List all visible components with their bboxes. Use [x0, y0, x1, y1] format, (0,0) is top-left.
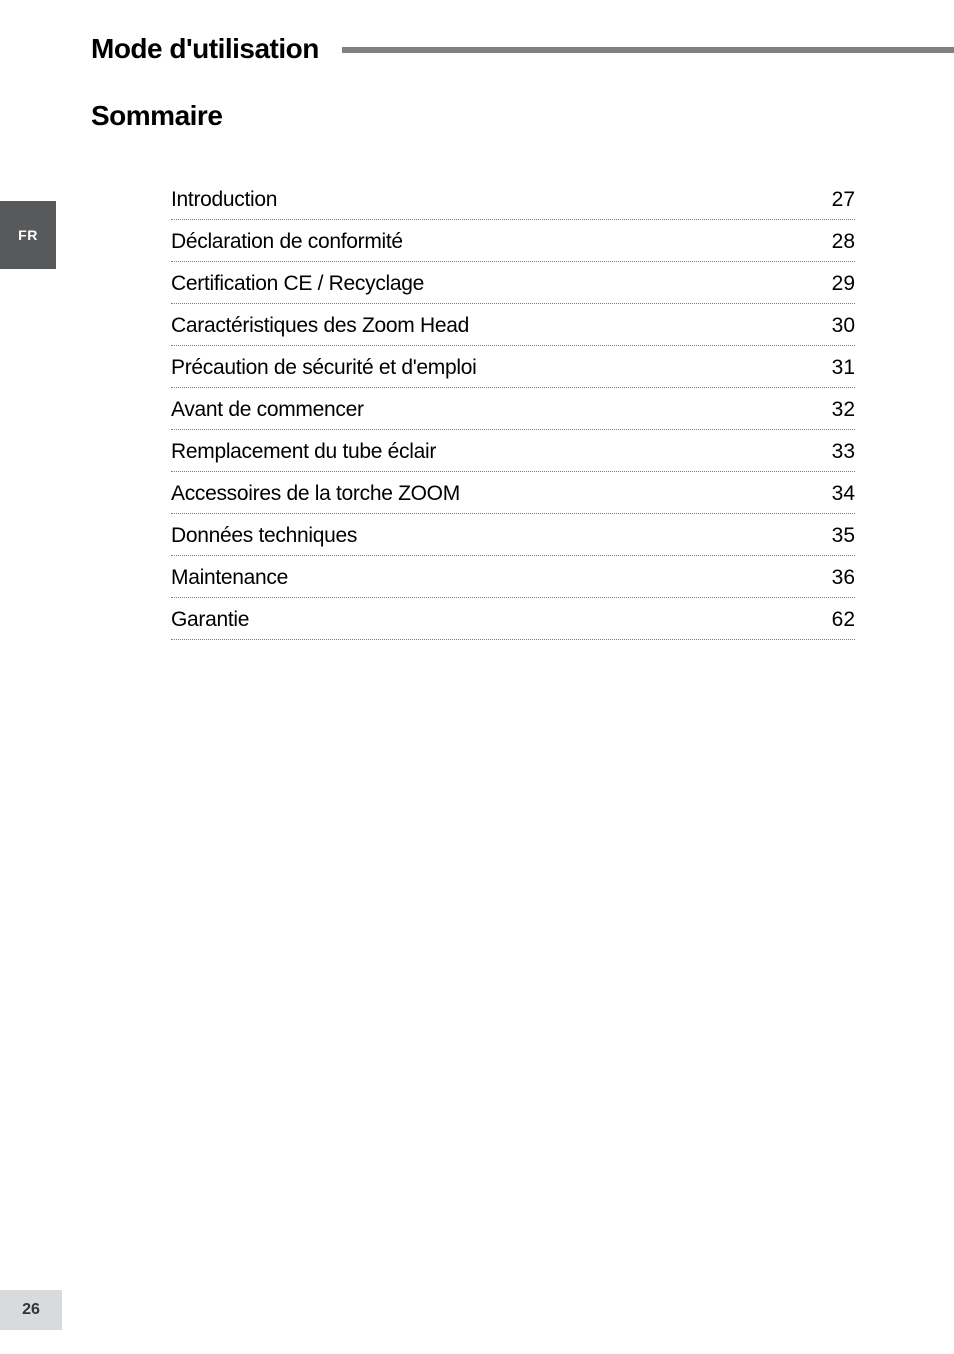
- toc-row: Caractéristiques des Zoom Head 30: [171, 304, 855, 346]
- language-tab-label: FR: [18, 227, 38, 243]
- page-number-box: 26: [0, 1290, 62, 1330]
- toc-label: Garantie: [171, 608, 249, 632]
- toc-label: Caractéristiques des Zoom Head: [171, 314, 469, 338]
- toc-label: Certification CE / Recyclage: [171, 272, 424, 296]
- toc-page: 32: [832, 398, 855, 422]
- language-tab: FR: [0, 201, 56, 269]
- toc-page: 29: [832, 272, 855, 296]
- heading-rule: [342, 47, 954, 53]
- toc-page: 33: [832, 440, 855, 464]
- toc-label: Remplacement du tube éclair: [171, 440, 436, 464]
- section-title: Mode d'utilisation: [91, 33, 319, 65]
- toc-heading: Sommaire: [91, 100, 222, 132]
- toc-page: 34: [832, 482, 855, 506]
- toc-page: 36: [832, 566, 855, 590]
- page-number: 26: [22, 1301, 40, 1319]
- page: Mode d'utilisation Sommaire FR Introduct…: [0, 0, 954, 1354]
- toc-page: 27: [832, 188, 855, 212]
- toc-page: 31: [832, 356, 855, 380]
- toc-row: Données techniques 35: [171, 514, 855, 556]
- toc-row: Remplacement du tube éclair 33: [171, 430, 855, 472]
- toc-row: Déclaration de conformité 28: [171, 220, 855, 262]
- toc-label: Avant de commencer: [171, 398, 364, 422]
- toc-row: Introduction 27: [171, 178, 855, 220]
- toc-label: Accessoires de la torche ZOOM: [171, 482, 460, 506]
- toc-row: Précaution de sécurité et d'emploi 31: [171, 346, 855, 388]
- toc-row: Certification CE / Recyclage 29: [171, 262, 855, 304]
- toc-label: Maintenance: [171, 566, 288, 590]
- toc-label: Déclaration de conformité: [171, 230, 403, 254]
- toc-label: Données techniques: [171, 524, 357, 548]
- toc-page: 28: [832, 230, 855, 254]
- toc-row: Garantie 62: [171, 598, 855, 640]
- toc-label: Introduction: [171, 188, 277, 212]
- table-of-contents: Introduction 27 Déclaration de conformit…: [171, 178, 855, 640]
- toc-page: 62: [832, 608, 855, 632]
- toc-row: Accessoires de la torche ZOOM 34: [171, 472, 855, 514]
- toc-page: 30: [832, 314, 855, 338]
- toc-label: Précaution de sécurité et d'emploi: [171, 356, 477, 380]
- toc-row: Maintenance 36: [171, 556, 855, 598]
- toc-row: Avant de commencer 32: [171, 388, 855, 430]
- toc-page: 35: [832, 524, 855, 548]
